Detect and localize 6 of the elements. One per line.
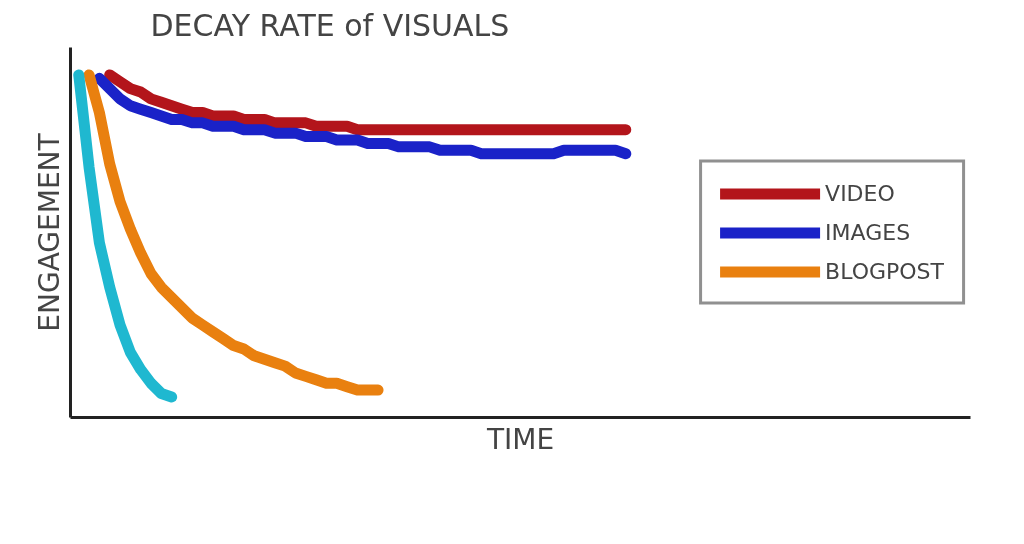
chart-title: DECAY RATE of VISUALS <box>150 7 510 43</box>
y-axis-title: ENGAGEMENT <box>32 132 66 332</box>
legend-label: BLOGPOST <box>825 258 944 284</box>
legend-label: IMAGES <box>825 219 911 245</box>
legend-label: VIDEO <box>825 180 895 206</box>
x-axis-title: TIME <box>485 422 555 456</box>
